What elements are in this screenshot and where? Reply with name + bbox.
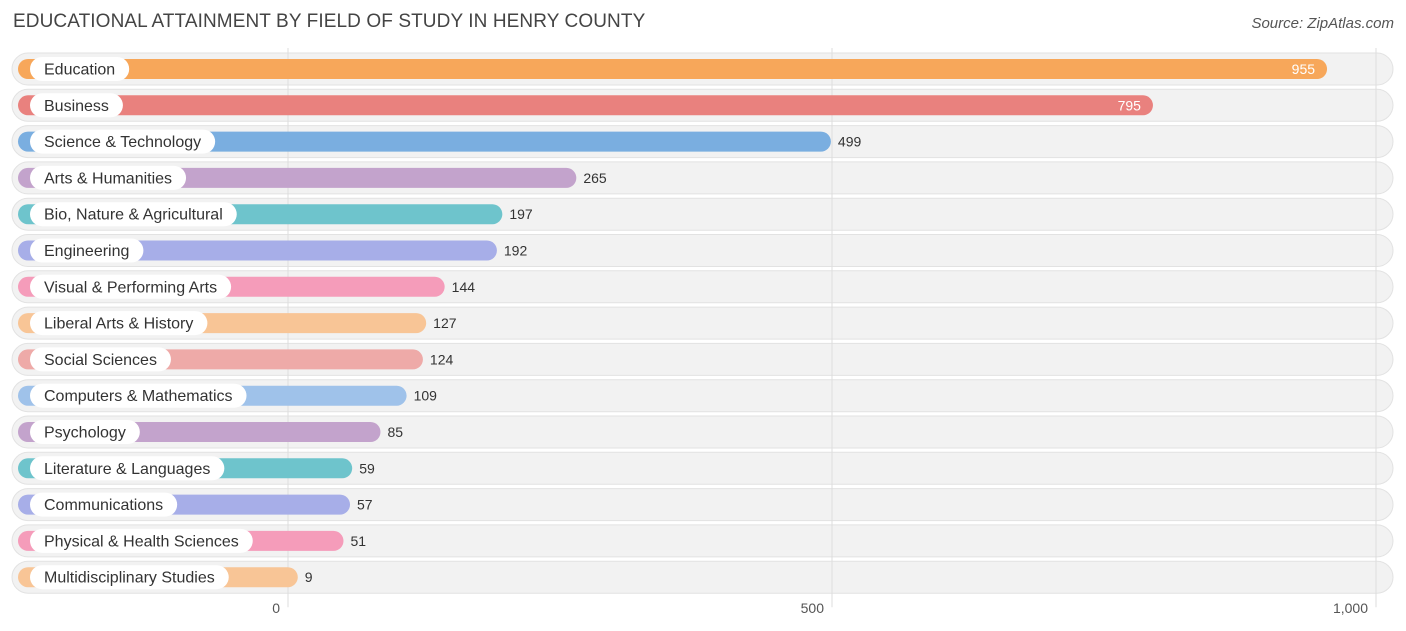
category-label-background [30,383,247,408]
bars: Education 955 Business 795 Science & Technol… [18,57,1328,590]
bar-row-liberal-arts-and-history: Liberal Arts & History 127 [18,311,457,336]
value-label: 144 [452,279,476,295]
category-label: Engineering [44,243,129,260]
value-label: 9 [305,569,313,585]
x-tick-label: 0 [272,600,280,616]
bar-row-multidisciplinary-studies: Multidisciplinary Studies 9 [18,565,313,590]
value-label: 109 [414,388,438,404]
bar-row-social-sciences: Social Sciences 124 [18,347,454,372]
category-label: Business [44,98,109,115]
x-tick-label: 1,000 [1333,600,1368,616]
category-label: Multidisciplinary Studies [44,570,215,587]
value-label: 197 [509,206,533,222]
category-label-background [30,420,140,444]
category-label: Computers & Mathematics [44,388,233,405]
chart-title: EDUCATIONAL ATTAINMENT BY FIELD OF STUDY… [13,11,646,32]
bar-row-business: Business 795 [18,93,1153,118]
bar-row-education: Education 955 [18,57,1328,81]
bar-row-bio-nature-and-agricultural: Bio, Nature & Agricultural 197 [18,202,533,227]
row-background [11,451,1394,485]
category-label: Social Sciences [44,352,157,369]
category-label-background [30,93,123,118]
category-label: Bio, Nature & Agricultural [44,207,223,224]
value-label: 127 [433,315,457,331]
category-label: Psychology [44,425,126,442]
category-label: Arts & Humanities [44,170,172,187]
row-background [11,560,1394,594]
category-label: Education [44,62,115,79]
chart-source: Source: ZipAtlas.com [1251,15,1394,32]
category-label-background [30,528,253,553]
x-tick-label: 500 [801,600,825,616]
bar-row-communications: Communications 57 [18,492,373,517]
bar [18,59,1328,79]
bar [18,95,1153,116]
value-label: 59 [359,460,375,476]
category-label-background [30,492,178,517]
row-background [11,524,1394,558]
value-label: 85 [387,424,403,440]
bar-row-psychology: Psychology 85 [18,420,403,444]
value-label: 499 [838,134,862,150]
category-label-background [30,311,208,336]
value-label: 124 [430,351,454,367]
category-label-background [30,456,225,481]
category-label-background [30,129,216,154]
category-label: Physical & Health Sciences [44,533,239,550]
value-label: 795 [1118,97,1142,113]
category-label-background [30,202,237,227]
category-label: Communications [44,497,163,514]
bar-row-science-and-technology: Science & Technology 499 [18,129,862,154]
bar-row-physical-and-health-sciences: Physical & Health Sciences 51 [18,528,366,553]
category-label: Visual & Performing Arts [44,279,217,296]
value-label: 51 [350,533,366,549]
bar-row-literature-and-languages: Literature & Languages 59 [18,456,375,481]
row-background [11,488,1394,522]
value-label: 955 [1292,61,1316,77]
category-label-background [30,238,144,263]
x-axis: 0 500 1,000 [272,600,1368,616]
bar [18,131,831,152]
category-label-background [30,274,232,299]
category-label-background [30,347,171,372]
bar-row-visual-and-performing-arts: Visual & Performing Arts 144 [18,274,476,299]
category-label: Science & Technology [44,134,201,151]
value-label: 192 [504,243,528,259]
category-label-background [30,165,187,190]
value-label: 265 [583,170,607,186]
value-label: 57 [357,497,373,513]
bar-row-engineering: Engineering 192 [18,238,528,263]
bar-row-arts-and-humanities: Arts & Humanities 265 [18,165,607,190]
category-label-background [30,57,130,81]
category-label: Literature & Languages [44,461,210,478]
category-label-background [30,565,229,590]
bar-row-computers-and-mathematics: Computers & Mathematics 109 [18,383,438,408]
category-label: Liberal Arts & History [44,316,193,333]
